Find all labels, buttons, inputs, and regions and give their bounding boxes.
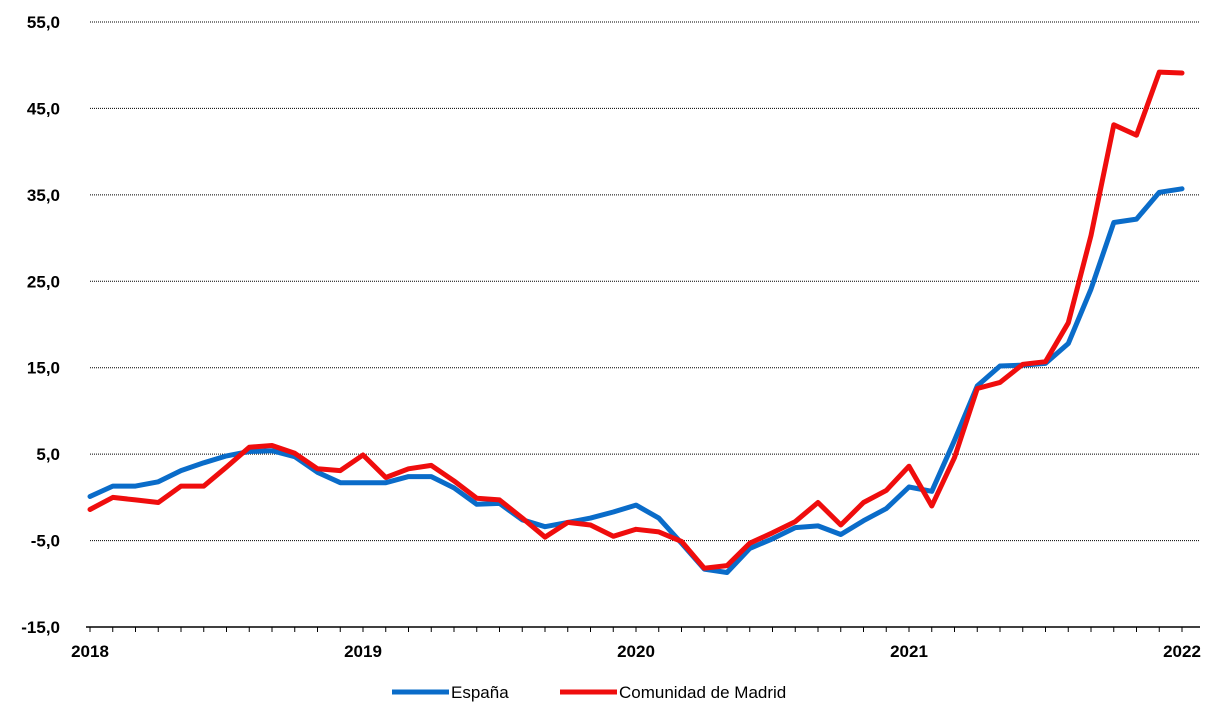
series-line-comunidad-de-madrid: [87, 69, 1185, 571]
x-tick-label: 2019: [344, 642, 382, 661]
series-lines: [87, 69, 1185, 575]
x-tick-label: 2020: [617, 642, 655, 661]
y-tick-label: -15,0: [21, 618, 60, 637]
legend-label-espana: España: [451, 683, 509, 702]
y-tick-label: -5,0: [31, 532, 60, 551]
x-tick-label: 2022: [1163, 642, 1201, 661]
y-tick-label: 45,0: [27, 99, 60, 118]
legend: España Comunidad de Madrid: [392, 683, 786, 702]
y-tick-label: 35,0: [27, 186, 60, 205]
y-tick-label: 5,0: [36, 445, 60, 464]
gridlines: [90, 21, 1200, 542]
x-tick-label: 2018: [71, 642, 109, 661]
y-tick-label: 55,0: [27, 13, 60, 32]
y-tick-label: 25,0: [27, 272, 60, 291]
legend-label-comunidad-de-madrid: Comunidad de Madrid: [619, 683, 786, 702]
x-axis: 2018 2019 2020 2021 2022: [71, 626, 1201, 661]
series-line-espana: [87, 186, 1185, 575]
x-tick-label: 2021: [890, 642, 928, 661]
y-axis-tick-labels: 55,0 45,0 35,0 25,0 15,0 5,0 -5,0 -15,0: [21, 13, 60, 637]
y-tick-label: 15,0: [27, 359, 60, 378]
